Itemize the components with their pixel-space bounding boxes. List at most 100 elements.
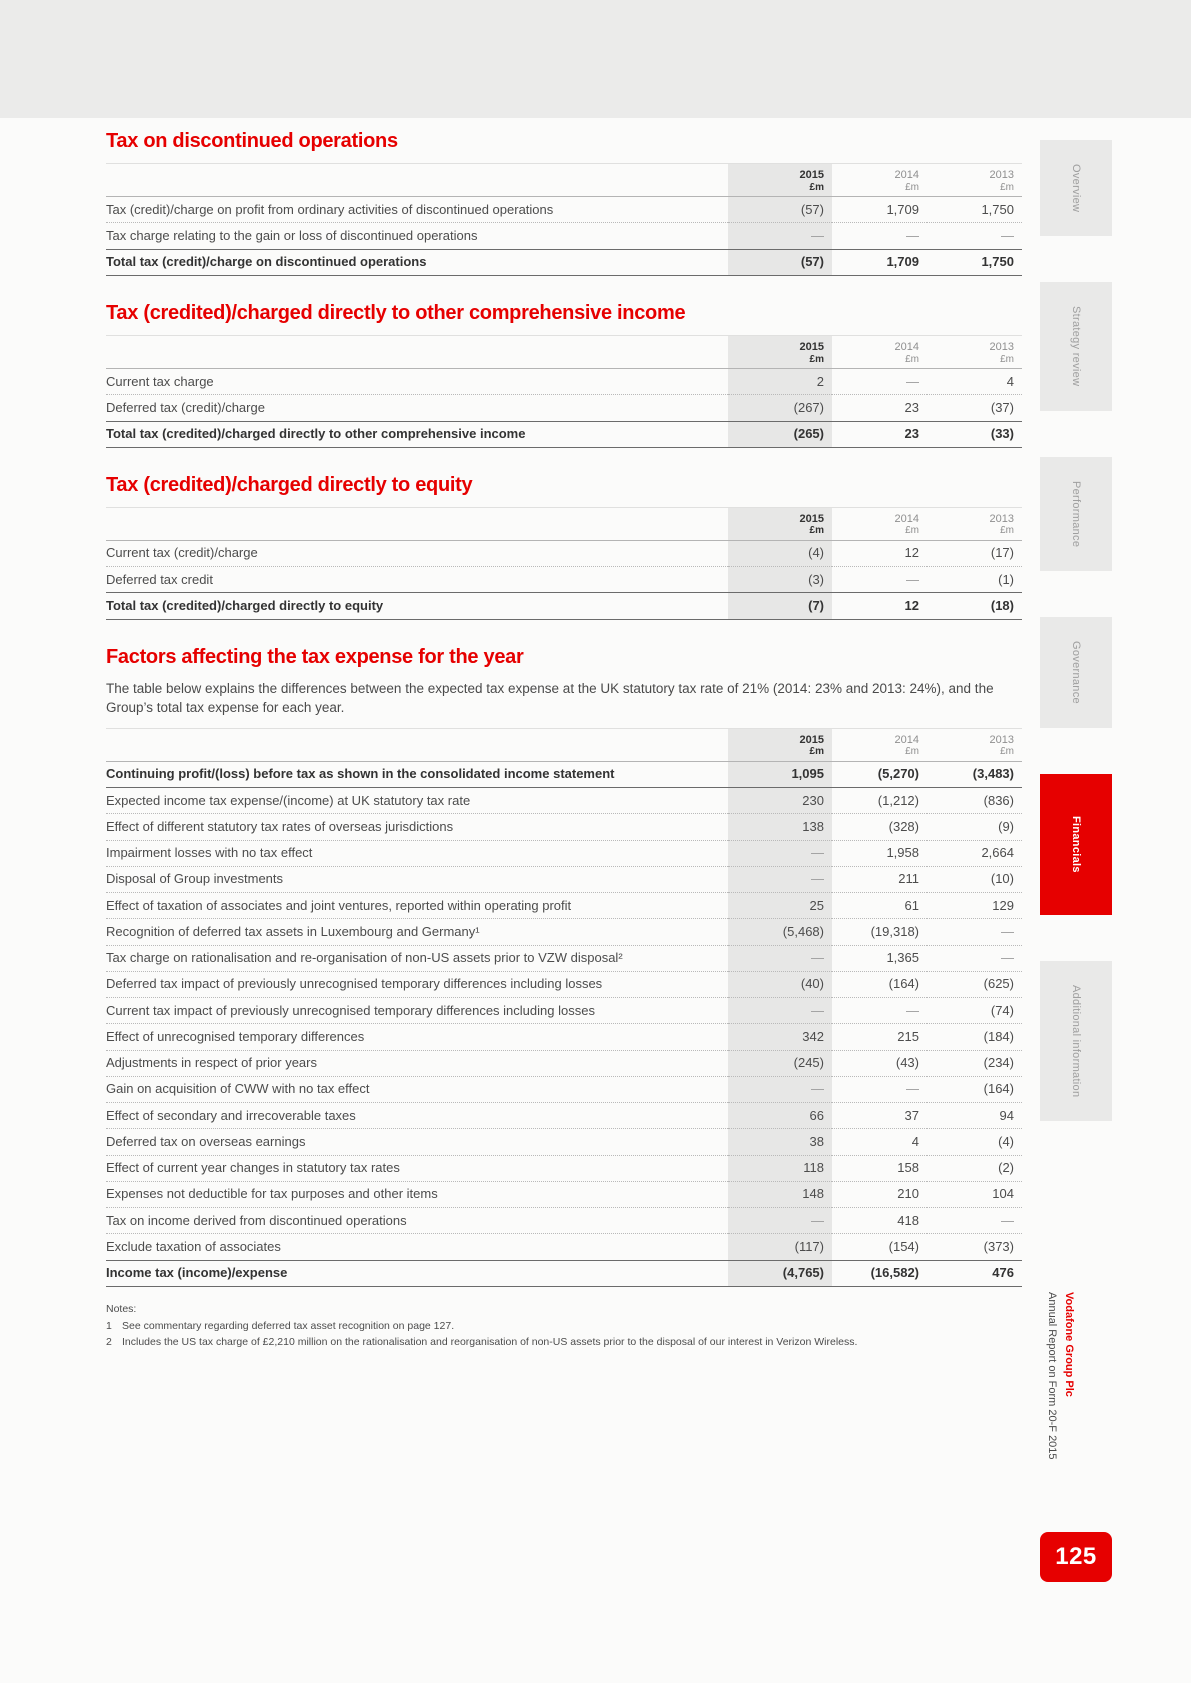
cell-value: 104	[927, 1181, 1022, 1209]
year-column-header: 2015 £m	[728, 335, 832, 370]
cell-value: 129	[927, 892, 1022, 920]
cell-value: 211	[832, 866, 927, 894]
table-row: Effect of different statutory tax rates …	[106, 813, 1022, 841]
row-label: Expected income tax expense/(income) at …	[106, 787, 728, 815]
year-column-header: 2015 £m	[728, 507, 832, 541]
notes-section: Notes: 1 See commentary regarding deferr…	[106, 1301, 1022, 1351]
table-row: Adjustments in respect of prior years (24…	[106, 1050, 1022, 1077]
cell-value: (836)	[927, 787, 1022, 815]
row-label-header	[106, 507, 728, 541]
table-total-row: Total tax (credited)/charged directly to…	[106, 420, 1022, 448]
cell-value: 1,958	[832, 840, 927, 867]
header-band	[0, 0, 1191, 118]
tab-strategy-review: Strategy review	[1040, 282, 1112, 411]
table-row: Tax charge relating to the gain or loss …	[106, 222, 1022, 250]
cell-value: 418	[832, 1207, 927, 1235]
section-title: Tax on discontinued operations	[106, 130, 398, 152]
row-label: Tax charge relating to the gain or loss …	[106, 222, 728, 250]
cell-value: 118	[728, 1155, 832, 1182]
table-header-row: 2015 £m 2014 £m 2013 £m	[106, 335, 1022, 370]
row-label: Deferred tax credit	[106, 566, 728, 594]
cell-value: (17)	[927, 540, 1022, 568]
cell-value: (164)	[832, 971, 927, 999]
cell-value: —	[728, 1207, 832, 1235]
cell-value: (57)	[728, 248, 832, 276]
table-total-row: Total tax (credit)/charge on discontinue…	[106, 248, 1022, 276]
cell-value: (74)	[927, 997, 1022, 1025]
cell-value: (265)	[728, 420, 832, 448]
cell-value: (9)	[927, 813, 1022, 841]
table-total-row: Income tax (income)/expense (4,765) (16,58…	[106, 1259, 1022, 1287]
cell-value: 12	[832, 540, 927, 568]
cell-value: 23	[832, 420, 927, 448]
table-row: Effect of secondary and irrecoverable ta…	[106, 1102, 1022, 1130]
cell-value: (7)	[728, 592, 832, 620]
cell-value: —	[927, 945, 1022, 972]
cell-value: (37)	[927, 394, 1022, 422]
row-label: Effect of different statutory tax rates …	[106, 813, 728, 841]
row-label: Gain on acquisition of CWW with no tax e…	[106, 1076, 728, 1104]
section-title: Tax (credited)/charged directly to other…	[106, 301, 686, 324]
cell-value: 158	[832, 1155, 927, 1182]
row-label: Effect of taxation of associates and joi…	[106, 892, 728, 920]
cell-value: (4)	[728, 540, 832, 568]
cell-value: 61	[832, 892, 927, 920]
year-column-header: 2013 £m	[927, 335, 1022, 370]
year-column-header: 2015 £m	[728, 163, 832, 198]
table-row: Exclude taxation of associates (117) (154)…	[106, 1233, 1022, 1261]
cell-value: 138	[728, 813, 832, 841]
table-row: Deferred tax on overseas earnings 38 4 (4)	[106, 1128, 1022, 1156]
row-label-header	[106, 728, 728, 762]
table-row: Current tax impact of previously unrecog…	[106, 997, 1022, 1025]
cell-value: 230	[728, 787, 832, 815]
cell-value: —	[927, 918, 1022, 946]
cell-value: (267)	[728, 394, 832, 422]
cell-value: (1)	[927, 566, 1022, 594]
year-column-header: 2014 £m	[832, 163, 927, 198]
cell-value: (117)	[728, 1233, 832, 1261]
cell-value: 476	[927, 1259, 1022, 1287]
note-number: 1	[106, 1320, 112, 1333]
table-row: Effect of unrecognised temporary differe…	[106, 1023, 1022, 1051]
cell-value: (2)	[927, 1155, 1022, 1182]
cell-value: (373)	[927, 1233, 1022, 1261]
cell-value: —	[832, 1076, 927, 1104]
row-label: Deferred tax (credit)/charge	[106, 394, 728, 422]
note-number: 2	[106, 1336, 112, 1349]
report-section-tabs: Overview Strategy review Performance Gov…	[1040, 140, 1112, 1121]
table-row: Deferred tax credit (3) — (1)	[106, 566, 1022, 594]
cell-value: 4	[832, 1128, 927, 1156]
report-spine-text: Vodafone Group Plc Annual Report on Form…	[1043, 1292, 1077, 1460]
cell-value: —	[927, 222, 1022, 250]
row-label: Disposal of Group investments	[106, 866, 728, 894]
cell-value: 210	[832, 1181, 927, 1209]
cell-value: (154)	[832, 1233, 927, 1261]
year-column-header: 2013 £m	[927, 728, 1022, 762]
row-label: Current tax impact of previously unrecog…	[106, 997, 728, 1025]
row-label: Effect of secondary and irrecoverable ta…	[106, 1102, 728, 1130]
table-row: Recognition of deferred tax assets in Lu…	[106, 918, 1022, 946]
main-content: Tax on discontinued operations 2015 £m 201…	[106, 130, 1022, 1377]
tab-performance: Performance	[1040, 456, 1112, 571]
cell-value: (3,483)	[927, 760, 1022, 789]
row-label: Continuing profit/(loss) before tax as s…	[106, 760, 728, 789]
cell-value: —	[728, 866, 832, 894]
table-row: Effect of taxation of associates and joi…	[106, 892, 1022, 920]
table-row: Tax (credit)/charge on profit from ordin…	[106, 196, 1022, 224]
year-column-header: 2015 £m	[728, 728, 832, 762]
row-label: Tax charge on rationalisation and re-org…	[106, 945, 728, 972]
table-header-row: 2015 £m 2014 £m 2013 £m	[106, 728, 1022, 762]
section-tax-oci: Tax (credited)/charged directly to other…	[106, 302, 1022, 448]
cell-value: 148	[728, 1181, 832, 1209]
cell-value: —	[832, 222, 927, 250]
year-column-header: 2014 £m	[832, 728, 927, 762]
cell-value: 25	[728, 892, 832, 920]
tax-discontinued-table: 2015 £m 2014 £m 2013 £m Tax (credit)/charge on…	[106, 163, 1022, 276]
year-column-header: 2013 £m	[927, 163, 1022, 198]
table-row: Expenses not deductible for tax purposes…	[106, 1181, 1022, 1209]
section-title: Factors affecting the tax expense for th…	[106, 645, 524, 668]
row-label: Total tax (credited)/charged directly to…	[106, 420, 728, 448]
row-label: Tax on income derived from discontinued …	[106, 1207, 728, 1235]
table-row: Deferred tax (credit)/charge (267) 23 (37)	[106, 394, 1022, 422]
